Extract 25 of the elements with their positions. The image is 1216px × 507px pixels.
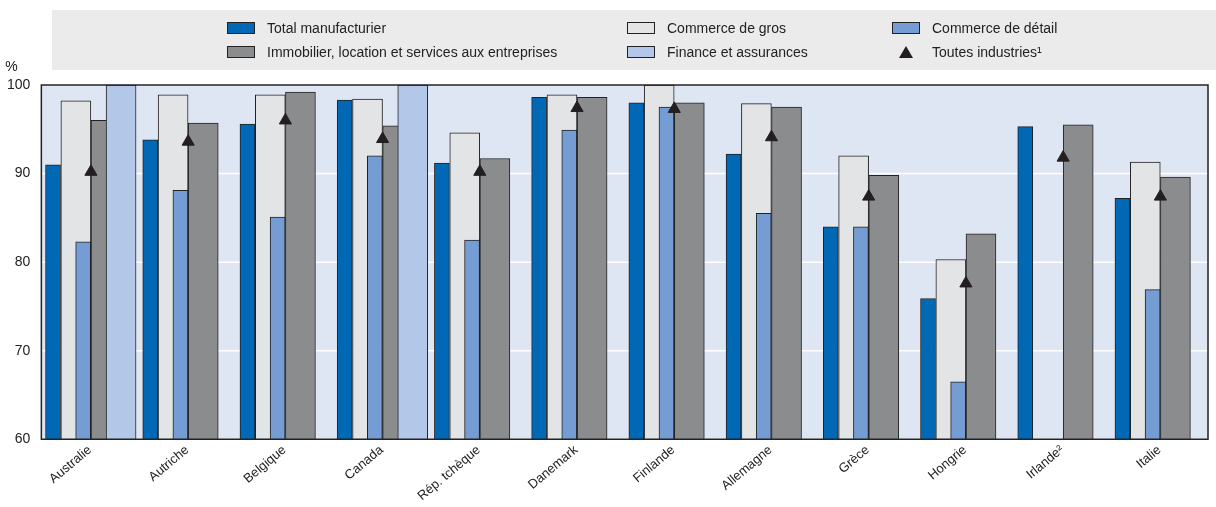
point [1056, 150, 1070, 162]
legend-label: Finance et assurances [667, 44, 808, 60]
legend-label: Immobilier, location et services aux entreprises [267, 44, 558, 60]
point [667, 101, 681, 113]
y-tick-label: 80 [14, 253, 31, 270]
point [570, 100, 584, 113]
y-tick-label: 90 [14, 164, 31, 181]
point [278, 112, 292, 125]
legend-label: Commerce de détail [932, 20, 1058, 36]
y-tick-label: 70 [14, 341, 31, 358]
point [764, 129, 779, 142]
point [376, 131, 390, 144]
point [84, 164, 98, 176]
point [181, 134, 195, 146]
legend-label: Total manufacturier [267, 20, 387, 36]
point [1153, 189, 1167, 201]
point [473, 164, 487, 176]
legend-label: Toutes industries¹ [932, 44, 1042, 60]
point [959, 275, 973, 288]
y-tick-label: 100 [7, 75, 31, 92]
y-axis-title: % [5, 58, 18, 74]
y-tick-label: 60 [14, 430, 31, 447]
point [862, 189, 876, 201]
x-tick-label: Italie [1132, 441, 1164, 471]
legend-label: Commerce de gros [667, 20, 787, 36]
